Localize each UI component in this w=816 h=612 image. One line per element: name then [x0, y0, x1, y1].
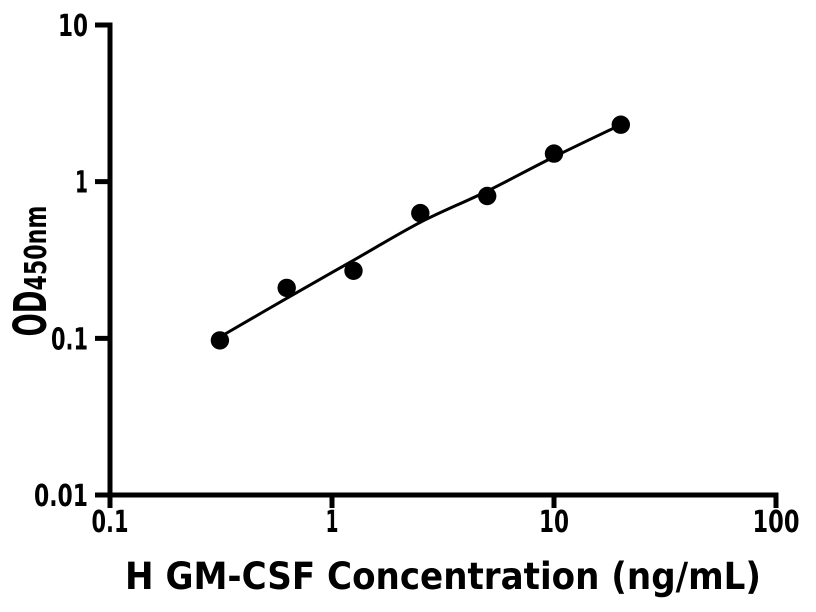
- x-axis-title: H GM-CSF Concentration (ng/mL): [125, 555, 761, 598]
- x-tick-label: 0.1: [92, 505, 129, 540]
- y-axis-title-subscript: 450nm: [19, 206, 54, 291]
- data-point: [344, 261, 363, 280]
- data-point: [478, 186, 497, 206]
- data-point: [277, 278, 296, 298]
- x-tick-label: 100: [753, 505, 800, 540]
- y-tick-label: 1: [75, 166, 88, 201]
- y-tick-label: 0.1: [51, 322, 88, 357]
- data-point: [210, 331, 230, 350]
- x-tick-label: 10: [539, 505, 569, 540]
- y-axis-title: OD450nm: [4, 206, 57, 337]
- x-tick-label: 1: [326, 505, 339, 540]
- y-tick-label: 0.01: [34, 479, 88, 514]
- data-point: [611, 115, 630, 134]
- y-tick-label: 10: [58, 9, 88, 44]
- y-axis-title-main: OD: [4, 291, 57, 337]
- data-point: [544, 144, 564, 163]
- data-point: [411, 203, 430, 223]
